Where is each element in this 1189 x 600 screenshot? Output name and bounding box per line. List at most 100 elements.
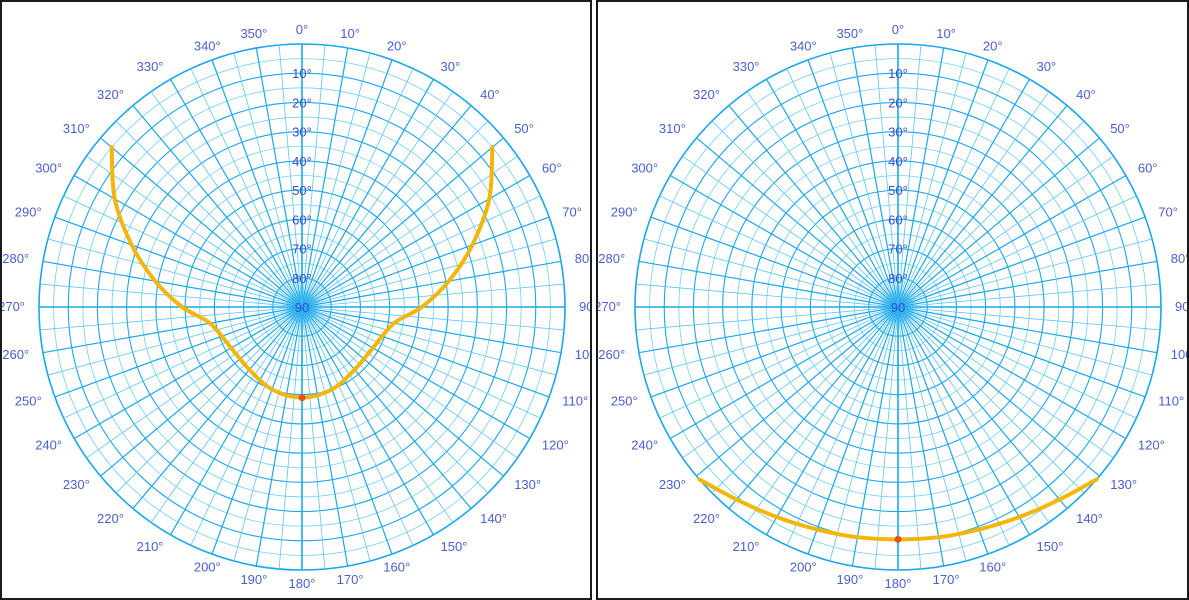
azimuth-label: 160° — [979, 559, 1006, 574]
azimuth-spoke-minor — [301, 306, 326, 570]
azimuth-spoke-minor — [897, 306, 1137, 419]
azimuth-spoke — [897, 78, 1031, 308]
azimuth-spoke-minor — [233, 52, 303, 308]
azimuth-spoke — [851, 306, 899, 567]
azimuth-label: 310° — [63, 121, 90, 136]
azimuth-spoke — [897, 306, 1146, 398]
azimuth-spoke-minor — [786, 306, 899, 546]
azimuth-label: 270° — [2, 299, 25, 314]
azimuth-label: 90° — [1175, 299, 1189, 314]
azimuth-spoke-minor — [115, 120, 303, 308]
azimuth-label: 320° — [97, 87, 124, 102]
azimuth-label: 40° — [480, 87, 500, 102]
altitude-label: 50° — [888, 183, 908, 198]
altitude-label: 40° — [292, 154, 312, 169]
sun-position-marker — [298, 394, 306, 402]
azimuth-label: 80° — [1171, 251, 1189, 266]
azimuth-label: 260° — [598, 347, 625, 362]
azimuth-label: 10° — [936, 26, 956, 41]
azimuth-label: 190° — [836, 572, 863, 587]
azimuth-label: 310° — [659, 121, 686, 136]
azimuth-spoke — [807, 59, 899, 308]
azimuth-label: 280° — [2, 251, 29, 266]
azimuth-spoke-minor — [150, 91, 303, 308]
azimuth-spoke-minor — [659, 195, 899, 308]
azimuth-spoke — [728, 105, 899, 308]
azimuth-label: 300° — [35, 161, 62, 176]
azimuth-spoke-minor — [897, 306, 1161, 331]
azimuth-label: 230° — [659, 477, 686, 492]
polar-chart-left-svg: 10° 20° 30° 40° 50° 60° 70° 80° 90 0° 10° 20° 30° 40°… — [2, 22, 590, 591]
azimuth-label: 190° — [240, 572, 267, 587]
azimuth-label: 10° — [340, 26, 360, 41]
altitude-label: 10° — [292, 66, 312, 81]
azimuth-spoke — [301, 174, 531, 308]
azimuth-label: 120° — [542, 438, 569, 453]
azimuth-label: 30° — [1037, 59, 1057, 74]
azimuth-spoke — [255, 47, 303, 308]
azimuth-spoke — [897, 306, 1031, 536]
azimuth-spoke-minor — [47, 238, 303, 308]
azimuth-spoke — [897, 306, 1158, 354]
azimuth-label: 180° — [289, 576, 316, 591]
altitude-label: 60° — [888, 212, 908, 227]
polar-grid — [38, 43, 566, 571]
azimuth-spoke-minor — [897, 44, 922, 308]
azimuth-label: 170° — [933, 572, 960, 587]
azimuth-spoke-minor — [301, 306, 489, 494]
azimuth-label: 20° — [387, 39, 407, 54]
altitude-label: 60° — [292, 212, 312, 227]
azimuth-label: 30° — [441, 59, 461, 74]
azimuth-label: 330° — [137, 59, 164, 74]
azimuth-spoke — [132, 306, 303, 509]
azimuth-label: 250° — [611, 394, 638, 409]
azimuth-spoke — [301, 137, 504, 308]
azimuth-label: 300° — [631, 161, 658, 176]
azimuth-label: 340° — [790, 39, 817, 54]
azimuth-spoke-minor — [301, 238, 557, 308]
azimuth-spoke-minor — [897, 306, 922, 570]
azimuth-label: 150° — [441, 539, 468, 554]
azimuth-spoke-minor — [643, 306, 899, 376]
azimuth-spoke-minor — [897, 238, 1153, 308]
azimuth-spoke — [897, 59, 989, 308]
azimuth-spoke-minor — [190, 306, 303, 546]
azimuth-spoke — [669, 306, 899, 440]
azimuth-spoke-minor — [301, 306, 557, 376]
azimuth-label: 160° — [383, 559, 410, 574]
azimuth-spoke-minor — [746, 91, 899, 308]
azimuth-spoke-minor — [278, 306, 303, 570]
azimuth-label: 70° — [562, 204, 582, 219]
polar-chart-right-svg: 10° 20° 30° 40° 50° 60° 70° 80° 90 0° 10° 20° 30° 40°… — [598, 22, 1189, 591]
azimuth-spoke — [897, 306, 945, 567]
azimuth-spoke-minor — [897, 283, 1161, 308]
azimuth-label: 210° — [137, 539, 164, 554]
azimuth-label: 60° — [542, 161, 562, 176]
altitude-label: 90 — [295, 300, 309, 315]
azimuth-label: 40° — [1076, 87, 1096, 102]
azimuth-label: 0° — [892, 22, 904, 37]
altitude-label: 20° — [292, 95, 312, 110]
polar-grid — [634, 43, 1162, 571]
azimuth-spoke — [132, 105, 303, 308]
azimuth-label: 150° — [1037, 539, 1064, 554]
azimuth-label: 240° — [631, 438, 658, 453]
azimuth-spoke-minor — [278, 44, 303, 308]
azimuth-spoke-minor — [301, 306, 565, 331]
azimuth-label: 330° — [733, 59, 760, 74]
azimuth-label: 20° — [983, 39, 1003, 54]
azimuth-spoke — [897, 260, 1158, 308]
azimuth-spoke-minor — [897, 68, 1010, 308]
azimuth-spoke-minor — [897, 91, 1050, 308]
azimuth-spoke — [696, 306, 899, 477]
altitude-label: 10° — [888, 66, 908, 81]
azimuth-label: 260° — [2, 347, 29, 362]
azimuth-spoke-minor — [233, 306, 303, 562]
azimuth-spoke-minor — [711, 306, 899, 494]
azimuth-label: 60° — [1138, 161, 1158, 176]
azimuth-spoke-minor — [635, 283, 899, 308]
azimuth-spoke-minor — [86, 306, 303, 459]
azimuth-label: 180° — [885, 576, 912, 591]
azimuth-spoke — [650, 306, 899, 398]
azimuth-spoke — [301, 216, 550, 308]
